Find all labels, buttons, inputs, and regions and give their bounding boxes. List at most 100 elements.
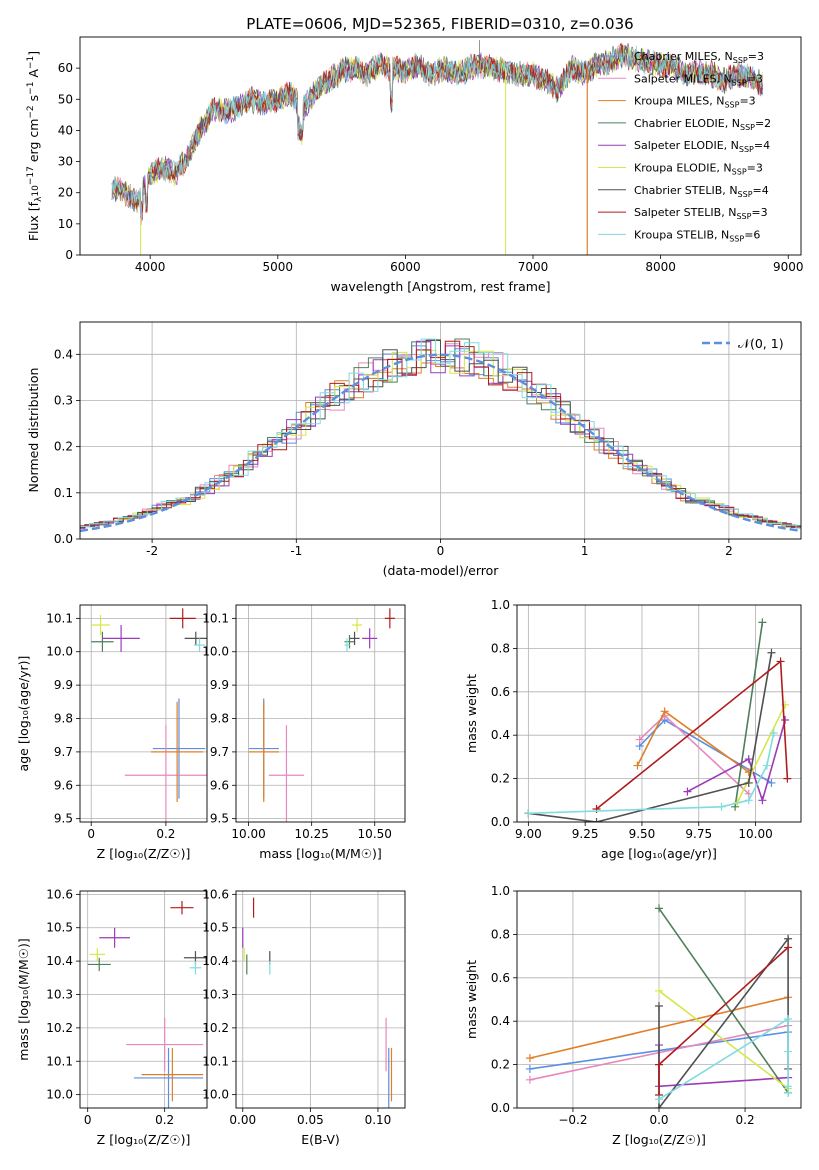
spectrum-frame xyxy=(79,36,802,256)
y-tick-label: 9.9 xyxy=(210,678,229,692)
legend-series-name: Salpeter STELIB, xyxy=(634,206,728,219)
y-tick-label: 10.4 xyxy=(46,954,73,968)
series-line xyxy=(736,704,786,803)
series-marker xyxy=(762,761,771,770)
mass-vs-ebv-axes: 0.00 0.05 0.10 10.0 10.1 10.2 10.3 10.4 10.5 10.6… xyxy=(202,887,405,1147)
series-marker xyxy=(655,986,663,995)
errorbar-point xyxy=(362,628,378,649)
x-axis-label: wavelength [Angstrom, rest frame] xyxy=(330,279,550,294)
y-tick-label: 9.8 xyxy=(54,712,73,726)
errorbar-point xyxy=(89,947,106,962)
series-marker xyxy=(781,716,790,725)
y-label-part: −1 xyxy=(26,56,36,69)
series-marker xyxy=(784,1088,793,1097)
spectrum-line xyxy=(111,45,764,216)
y-label-part: −17 xyxy=(26,166,36,185)
massweight-vs-Z-lines xyxy=(525,904,793,1108)
y-tick-label: 0.0 xyxy=(491,1101,510,1115)
massweight-vs-age-frame xyxy=(516,604,802,823)
mass-vs-ebv-frame xyxy=(235,890,406,1109)
residual-histogram xyxy=(80,362,801,528)
legend-n: N xyxy=(721,228,729,241)
legend-value: =6 xyxy=(744,228,760,241)
series-marker xyxy=(525,1064,534,1073)
residuals-frame xyxy=(79,321,802,540)
x-tick-label: 9000 xyxy=(773,260,804,274)
series-marker xyxy=(767,648,776,657)
legend-sub: SSP xyxy=(736,212,751,221)
series-marker xyxy=(717,802,726,811)
y-tick-label: 20 xyxy=(58,186,73,200)
spectrum-line xyxy=(111,42,764,213)
y-tick-label: 10.6 xyxy=(202,887,229,901)
series-marker xyxy=(744,796,753,805)
y-tick-label: 10.1 xyxy=(46,1054,73,1068)
series-marker xyxy=(655,1002,663,1011)
series-marker xyxy=(633,761,642,770)
x-tick-label: 10.50 xyxy=(358,827,392,841)
x-tick-label: 0.2 xyxy=(156,827,175,841)
x-tick-label: -1 xyxy=(290,544,302,558)
legend-series-name: Kroupa ELODIE, xyxy=(634,162,723,175)
y-tick-label: 0.2 xyxy=(491,772,510,786)
legend-sub: SSP xyxy=(739,145,754,154)
x-tick-label: 0.2 xyxy=(155,1113,174,1127)
y-tick-label: 10.4 xyxy=(202,954,229,968)
x-tick-label: 0.10 xyxy=(365,1113,392,1127)
age-vs-Z-axes: 0 0.2 9.5 9.6 9.7 9.8 9.9 10.0 10.1 Z [log₁₀(Z/Z☉… xyxy=(46,605,207,861)
massweight-vs-age-y-axis-label: mass weight xyxy=(464,674,479,753)
age-vs-mass-axes: 10.00 10.25 10.50 9.5 9.6 9.7 9.8 9.9 10.0 10.1 ma… xyxy=(202,605,405,861)
y-tick-label: 0 xyxy=(65,248,73,262)
y-label-part: −2 xyxy=(26,105,36,118)
y-tick-label: 9.7 xyxy=(54,745,73,759)
y-tick-label: 9.6 xyxy=(210,778,229,792)
y-tick-label: 10.0 xyxy=(46,645,73,659)
legend-value: =3 xyxy=(739,95,755,108)
y-tick-label: 10.0 xyxy=(46,1088,73,1102)
x-tick-label: 0.0 xyxy=(649,1113,668,1127)
mass-vs-Z-axes: 0 0.2 10.0 10.1 10.2 10.3 10.4 10.5 10.6 Z [log₁₀… xyxy=(46,887,207,1147)
x-tick-label: 9.25 xyxy=(572,827,599,841)
x-axis-label: Z [log₁₀(Z/Z☉)] xyxy=(97,846,191,861)
x-axis-label: mass [log₁₀(M/M☉)] xyxy=(259,846,381,861)
y-tick-label: 50 xyxy=(58,92,73,106)
x-tick-label: 0.2 xyxy=(736,1113,755,1127)
y-tick-label: 9.8 xyxy=(210,712,229,726)
y-tick-label: 0.4 xyxy=(54,347,73,361)
y-tick-label: 10.5 xyxy=(202,921,229,935)
legend-label: Chabrier ELODIE, NSSP=2 xyxy=(634,117,771,132)
residual-histogram xyxy=(80,349,801,529)
errorbar-point xyxy=(184,631,207,646)
series-line xyxy=(687,719,786,804)
y-tick-label: 10.0 xyxy=(202,1088,229,1102)
y-label-part: s xyxy=(26,95,41,106)
y-tick-label: 0.0 xyxy=(54,532,73,546)
x-tick-label: 4000 xyxy=(135,260,166,274)
y-tick-label: 10.6 xyxy=(46,887,73,901)
errorbar-point xyxy=(189,961,202,975)
x-tick-label: 10.25 xyxy=(294,827,328,841)
legend-n: N xyxy=(725,50,733,63)
y-tick-label: 10.3 xyxy=(202,987,229,1001)
residual-histogram xyxy=(80,338,801,529)
errorbar-point xyxy=(133,1047,204,1108)
legend-value: =4 xyxy=(753,184,769,197)
errorbar-point xyxy=(141,1047,204,1102)
y-tick-label: 9.7 xyxy=(210,745,229,759)
series-marker xyxy=(655,1095,663,1104)
massweight-vs-Z-y-axis-label: mass weight xyxy=(464,960,479,1039)
x-tick-label: 9.50 xyxy=(629,827,656,841)
series-marker xyxy=(784,1015,793,1024)
legend-value: =3 xyxy=(751,206,767,219)
errorbar-point xyxy=(170,901,194,915)
errorbar-point xyxy=(352,618,363,632)
age-vs-Z-frame xyxy=(79,604,208,823)
residuals-legend-label: 𝒩(0, 1) xyxy=(738,336,784,351)
x-axis-label: Z [log₁₀(Z/Z☉)] xyxy=(97,1132,191,1147)
legend-label: Chabrier STELIB, NSSP=4 xyxy=(634,184,769,199)
residuals-y-axis-label: Normed distribution xyxy=(26,368,41,493)
series-marker xyxy=(767,778,776,787)
y-tick-label: 9.9 xyxy=(54,678,73,692)
mass-vs-Z-frame xyxy=(79,890,208,1109)
y-tick-label: 30 xyxy=(58,155,73,169)
